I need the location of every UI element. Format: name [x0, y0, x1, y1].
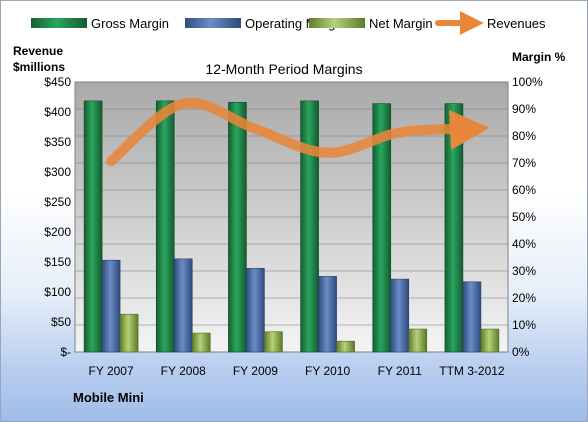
left-axis-label-line-1: Revenue — [13, 44, 63, 58]
bar-gross-margin-fy-2010 — [300, 100, 319, 353]
bar-operating-margin-fy-2010 — [318, 276, 337, 353]
bar-net-margin-fy-2011 — [408, 328, 428, 353]
bar-gross-margin-ttm-3-2012 — [444, 103, 464, 353]
left-tick-label: $400 — [44, 105, 71, 119]
right-tick-label: 30% — [512, 264, 536, 278]
bar-net-margin-fy-2008 — [191, 332, 211, 353]
legend-swatch-operating-margin — [185, 18, 241, 28]
right-tick-label: 80% — [512, 129, 536, 143]
x-tick-label: FY 2007 — [89, 364, 134, 378]
right-tick-label: 20% — [512, 291, 536, 305]
legend-label-net-margin: Net Margin — [369, 16, 433, 31]
x-tick-label: FY 2009 — [233, 364, 278, 378]
x-axis-ticks: FY 2007 FY 2008 FY 2009 FY 2010 FY 2011 TTM 3… — [89, 364, 505, 378]
x-tick-label: FY 2008 — [161, 364, 206, 378]
chart-title: 12-Month Period Margins — [205, 61, 362, 77]
bar-operating-margin-fy-2009 — [246, 267, 265, 353]
right-tick-label: 70% — [512, 156, 536, 170]
bar-gross-margin-fy-2008 — [155, 100, 175, 353]
company-name: Mobile Mini — [73, 390, 144, 405]
left-tick-label: $250 — [44, 195, 71, 209]
bar-net-margin-fy-2010 — [336, 340, 355, 353]
legend-item-net-margin: Net Margin — [309, 16, 433, 31]
bar-net-margin-ttm-3-2012 — [480, 328, 500, 353]
left-tick-label: $150 — [44, 255, 71, 269]
bar-operating-margin-fy-2007 — [101, 259, 121, 353]
bar-gross-margin-fy-2007 — [83, 100, 103, 353]
bar-gross-margin-fy-2009 — [228, 101, 247, 353]
legend: Gross Margin Operating Margin Net Margin… — [31, 11, 546, 35]
revenue-line-path — [106, 97, 490, 167]
left-tick-label: $350 — [44, 135, 71, 149]
bar-net-margin-fy-2009 — [264, 331, 283, 353]
left-tick-label: $- — [60, 345, 71, 359]
legend-swatch-gross-margin — [31, 18, 87, 28]
gridlines — [75, 81, 508, 326]
right-tick-label: 40% — [512, 237, 536, 251]
left-axis-ticks: $- $50 $100 $150 $200 $250 $300 $350 $400 $450 — [44, 75, 71, 359]
legend-label-gross-margin: Gross Margin — [91, 16, 169, 31]
bar-operating-margin-ttm-3-2012 — [462, 281, 482, 353]
right-axis-ticks: 0% 10% 20% 30% 40% 50% 60% 70% 80% 90% 100% — [512, 75, 543, 359]
legend-item-revenues: Revenues — [435, 11, 546, 35]
left-tick-label: $200 — [44, 225, 71, 239]
x-tick-label: TTM 3-2012 — [439, 364, 505, 378]
legend-swatch-net-margin — [309, 18, 365, 28]
right-axis-label: Margin % — [512, 50, 566, 64]
right-tick-label: 60% — [512, 183, 536, 197]
right-tick-label: 100% — [512, 75, 543, 89]
left-tick-label: $100 — [44, 285, 71, 299]
bar-net-margin-fy-2007 — [119, 313, 139, 353]
bar-operating-margin-fy-2008 — [173, 258, 193, 353]
right-tick-label: 90% — [512, 102, 536, 116]
left-tick-label: $300 — [44, 165, 71, 179]
right-tick-label: 50% — [512, 210, 536, 224]
left-tick-label: $50 — [51, 315, 71, 329]
legend-label-revenues: Revenues — [487, 16, 546, 31]
right-tick-label: 10% — [512, 318, 536, 332]
x-tick-label: FY 2011 — [378, 364, 423, 378]
bar-gross-margin-fy-2011 — [372, 103, 392, 353]
left-axis-label-line-2: $millions — [13, 60, 65, 74]
revenue-line — [106, 97, 490, 167]
right-tick-label: 0% — [512, 345, 530, 359]
x-tick-label: FY 2010 — [305, 364, 350, 378]
legend-item-gross-margin: Gross Margin — [31, 16, 169, 31]
bars — [83, 100, 500, 353]
left-tick-label: $450 — [44, 75, 71, 89]
bar-operating-margin-fy-2011 — [390, 278, 410, 353]
